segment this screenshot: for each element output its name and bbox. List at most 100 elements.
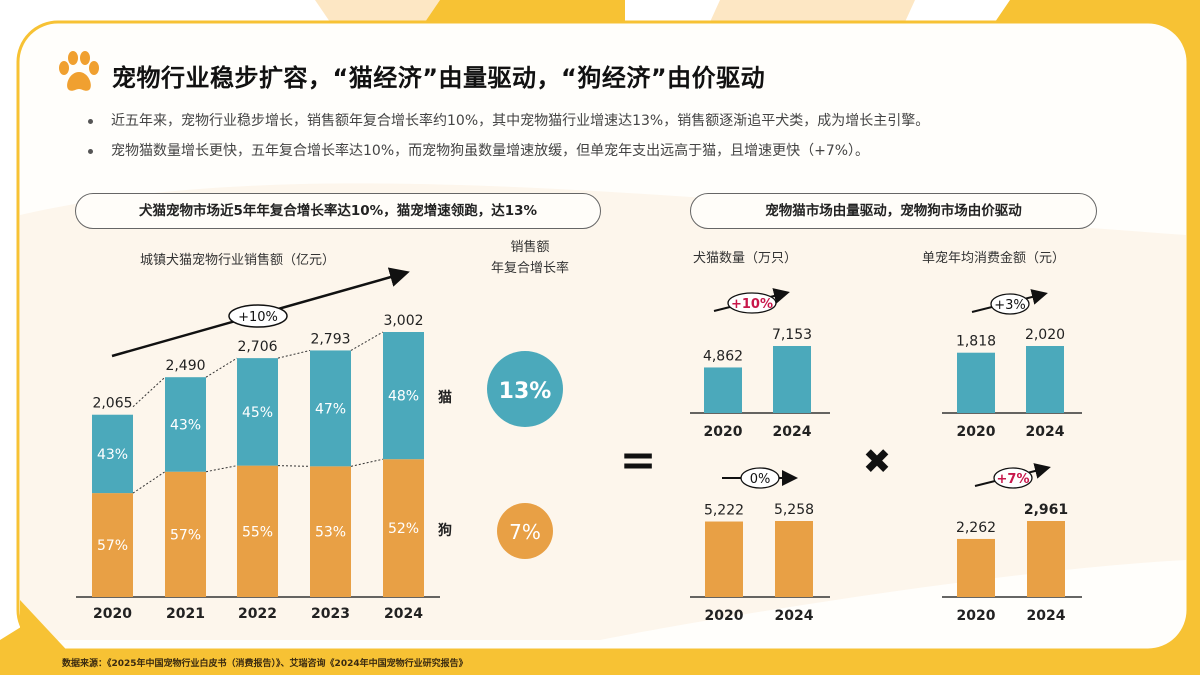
year-label: 2022 [238, 606, 277, 622]
cat-share-label: 43% [97, 447, 128, 463]
growth-label: +10% [731, 297, 773, 312]
growth-label: +7% [997, 472, 1030, 487]
mini-year-label: 2024 [773, 424, 812, 440]
total-connector [350, 331, 384, 351]
bar-cat [383, 332, 424, 460]
trend-label: +10% [238, 310, 278, 325]
sales-stacked-bar-chart: 57% 43% 2,065 2020 57% 43% 2,490 2021 55% 45% 2,70… [76, 313, 440, 622]
mini-value-label: 2,020 [1025, 327, 1065, 343]
total-value-label: 2,706 [237, 339, 277, 355]
bullet-text: 宠物猫数量增长更快，五年复合增长率达10%，而宠物狗虽数量增速放缓，但单宠年支出… [111, 143, 870, 159]
year-label: 2021 [166, 606, 205, 622]
times-sign: ✖ [863, 442, 892, 482]
mini-bar [957, 538, 995, 597]
mini-value-label: 7,153 [772, 327, 812, 343]
mini-year-label: 2020 [957, 608, 996, 624]
dog-share-label: 57% [170, 527, 201, 543]
right-panel-header: 宠物猫市场由量驱动，宠物狗市场由价驱动 [690, 193, 1097, 229]
mini-value-label: 2,262 [956, 520, 996, 536]
bar-cat [165, 377, 206, 472]
bar-dog [237, 465, 278, 597]
dog-share-label: 52% [388, 521, 419, 537]
mini-year-label: 2020 [957, 424, 996, 440]
bullet-dot [88, 118, 93, 124]
mini-bar [773, 346, 811, 413]
mini-bar [775, 521, 813, 597]
mini-year-label: 2024 [775, 608, 814, 624]
mini-value-label: 2,961 [1024, 502, 1068, 518]
year-label: 2024 [384, 606, 423, 622]
bar-dog [310, 466, 351, 597]
mini-value-label: 5,258 [774, 502, 814, 518]
source-note: 数据来源：《2025年中国宠物行业白皮书（消费报告）》、艾瑞咨询《2024年中国… [62, 659, 468, 669]
trend-badge [228, 304, 288, 328]
growth-badge [740, 467, 780, 489]
share-connector [350, 458, 384, 467]
total-connector [277, 349, 311, 359]
mini-bar-charts: 4,862 2020 7,153 2024 +10% 5,222 2020 5,258 2024… [690, 288, 1082, 624]
equals-sign: = [620, 435, 657, 486]
count-chart-title: 犬猫数量（万只） [693, 251, 798, 266]
left-panel-header: 犬猫宠物市场近5年年复合增长率达10%，猫宠增速领跑，达13% [75, 193, 601, 229]
total-value-label: 2,065 [92, 396, 132, 412]
cat-share-label: 48% [388, 389, 419, 405]
dog-share-label: 57% [97, 538, 128, 554]
share-connector [132, 471, 166, 494]
bar-cat [310, 350, 351, 467]
bullet-text: 近五年来，宠物行业稳步增长，销售额年复合增长率约10%，其中宠物猫行业增速达13… [111, 113, 930, 129]
mini-year-label: 2024 [1026, 424, 1065, 440]
paw-icon [59, 51, 99, 91]
dog-cagr-value: 7% [509, 520, 541, 544]
legend-cat: 猫 [438, 389, 452, 406]
total-value-label: 3,002 [383, 313, 423, 329]
growth-label: +3% [994, 298, 1026, 313]
share-connector [277, 465, 311, 467]
cat-cagr-circle [487, 351, 563, 427]
year-label: 2023 [311, 606, 350, 622]
bar-dog [383, 459, 424, 597]
mini-year-label: 2020 [704, 424, 743, 440]
total-connector [132, 376, 166, 408]
mini-bar [1027, 521, 1065, 597]
cat-share-label: 43% [170, 417, 201, 433]
bar-cat [237, 358, 278, 466]
dog-share-label: 55% [242, 524, 273, 540]
page-title: 宠物行业稳步扩容，“猫经济”由量驱动，“狗经济”由价驱动 [112, 64, 766, 92]
mini-bar [704, 367, 742, 413]
mini-value-label: 4,862 [703, 348, 743, 364]
sales-chart-title: 城镇犬猫宠物行业销售额（亿元） [140, 253, 336, 268]
mini-year-label: 2024 [1027, 608, 1066, 624]
cagr-title-line2: 年复合增长率 [490, 261, 569, 276]
growth-badge [727, 292, 777, 314]
total-connector [205, 357, 238, 378]
mini-bar [957, 352, 995, 413]
dog-share-label: 53% [315, 525, 346, 541]
cat-share-label: 45% [242, 405, 273, 421]
cat-cagr-value: 13% [499, 379, 552, 404]
dog-cagr-circle [497, 503, 553, 559]
mini-year-label: 2020 [705, 608, 744, 624]
growth-label: 0% [750, 472, 771, 487]
bullet-1: 近五年来，宠物行业稳步增长，销售额年复合增长率约10%，其中宠物猫行业增速达13… [88, 110, 929, 130]
cat-share-label: 47% [315, 401, 346, 417]
mini-bar [705, 521, 743, 597]
bullet-2: 宠物猫数量增长更快，五年复合增长率达10%，而宠物狗虽数量增速放缓，但单宠年支出… [88, 140, 869, 160]
mini-value-label: 1,818 [956, 334, 996, 350]
year-label: 2020 [93, 606, 132, 622]
share-connector [205, 465, 238, 473]
growth-badge [990, 293, 1030, 315]
bar-dog [92, 493, 133, 597]
bullet-dot [88, 148, 93, 154]
price-chart-title: 单宠年均消费金额（元） [922, 251, 1066, 266]
growth-badge [993, 467, 1033, 489]
total-value-label: 2,793 [310, 331, 350, 347]
bar-dog [165, 471, 206, 597]
mini-bar [1026, 346, 1064, 413]
total-value-label: 2,490 [165, 358, 205, 374]
legend-dog: 狗 [438, 522, 452, 539]
cagr-title-line1: 销售额 [510, 240, 550, 255]
mini-value-label: 5,222 [704, 503, 744, 519]
bar-cat [92, 414, 133, 494]
